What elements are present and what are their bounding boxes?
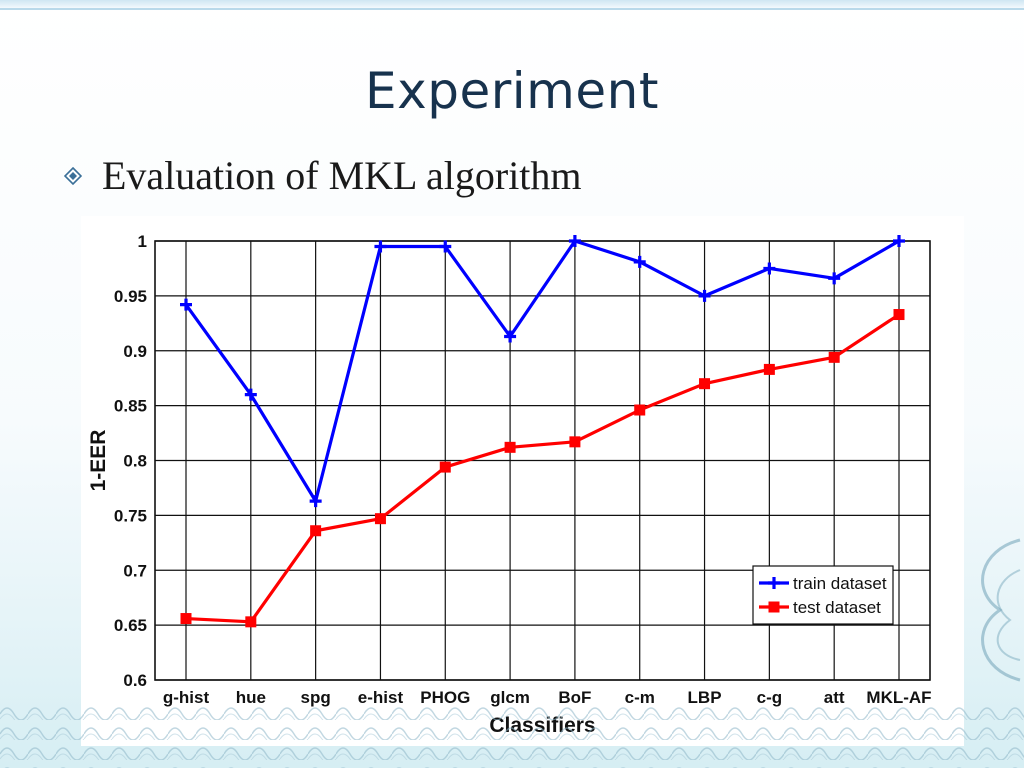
- data-point-train: [698, 289, 711, 302]
- data-point-test: [310, 525, 322, 537]
- data-point-test: [504, 441, 516, 453]
- data-point-train: [633, 255, 646, 268]
- data-point-train: [568, 235, 581, 247]
- data-point-train: [893, 235, 905, 247]
- series-line-train: [184, 239, 900, 503]
- top-divider: [0, 8, 1024, 10]
- data-point-test: [828, 351, 840, 363]
- data-point-train: [763, 262, 776, 275]
- data-point-test: [569, 436, 581, 448]
- y-tick-label: 0.65: [114, 616, 147, 635]
- y-tick-label: 0.75: [114, 506, 147, 525]
- top-banner: [0, 0, 1024, 10]
- legend-label: train dataset: [793, 574, 887, 593]
- legend-box: [752, 565, 894, 625]
- plot-frame: [154, 240, 931, 681]
- slide-title: Experiment: [365, 62, 659, 120]
- series-line-test: [185, 313, 900, 624]
- data-point-train: [504, 330, 517, 343]
- cloud-ornament-decoration: [981, 538, 1021, 682]
- bullet-item: Evaluation of MKL algorithm: [64, 152, 582, 199]
- data-point-test: [374, 513, 386, 525]
- legend-label: test dataset: [793, 598, 881, 617]
- data-point-test: [245, 616, 257, 628]
- data-point-train: [180, 298, 192, 311]
- wave-border-decoration: [0, 700, 1024, 768]
- legend-swatch-marker: [768, 577, 780, 589]
- y-tick-label: 1: [138, 232, 147, 251]
- y-axis-title: 1-EER: [87, 430, 110, 492]
- data-point-train: [828, 272, 841, 285]
- diamond-bullet-icon: [64, 166, 82, 185]
- y-tick-label: 0.9: [123, 342, 147, 361]
- y-tick-label: 0.6: [123, 671, 147, 690]
- chart-container: 0.6 0.65 0.7 0.75 0.8 0.85 0.9 0.95 1 g-hist hue sp…: [81, 216, 964, 746]
- y-tick-label: 0.95: [114, 287, 147, 306]
- data-point-test: [893, 309, 905, 321]
- y-tick-label: 0.7: [123, 561, 147, 580]
- data-point-test: [180, 613, 192, 625]
- data-point-train: [309, 495, 322, 508]
- data-point-train: [374, 240, 387, 253]
- data-point-test: [634, 404, 646, 416]
- bullet-text: Evaluation of MKL algorithm: [102, 153, 582, 198]
- data-point-test: [439, 461, 451, 473]
- y-tick-label: 0.8: [123, 452, 147, 471]
- data-point-test: [763, 363, 775, 375]
- data-point-test: [699, 378, 711, 390]
- data-point-train: [244, 388, 257, 401]
- data-point-train: [439, 240, 452, 253]
- y-tick-label: 0.85: [114, 397, 147, 416]
- legend-swatch-marker: [768, 601, 780, 613]
